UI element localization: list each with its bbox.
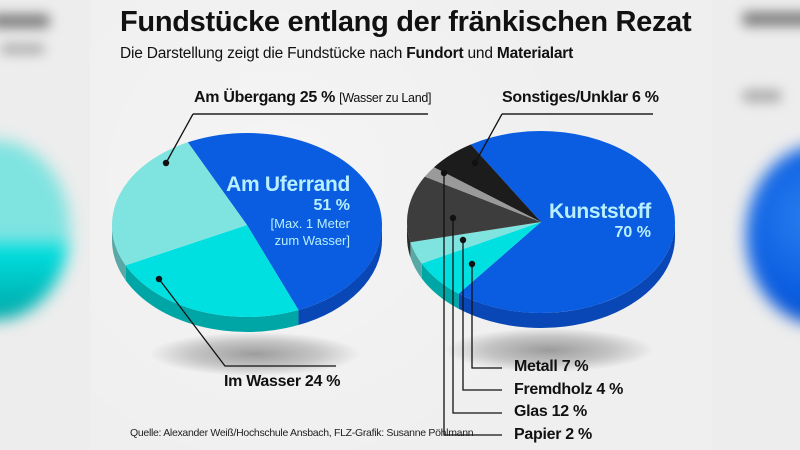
label-metall: Metall 7 % (514, 358, 589, 375)
leader-papier-line (443, 173, 502, 436)
label-am-uferrand-note-2: zum Wasser] (274, 233, 350, 248)
leader-papier-dot (440, 169, 448, 177)
slice-side-glas (407, 222, 411, 258)
label-im-wasser: Im Wasser 24 % (224, 373, 341, 390)
subtitle-prefix: Die Darstellung zeigt die Fundstücke nac… (120, 45, 407, 62)
label-am-uferrand-value: 51 % (313, 197, 350, 214)
slice-sonstiges (434, 144, 541, 222)
subtitle-middle: und (463, 45, 497, 62)
subtitle-bold-fundort: Fundort (406, 45, 464, 62)
background-blur-left (0, 0, 90, 450)
slice-papier (424, 167, 541, 222)
subtitle-bold-materialart: Materialart (496, 45, 574, 62)
label-fremdholz: Fremdholz 4 % (514, 381, 624, 398)
leader-im-wasser-dot (155, 275, 163, 283)
chart-title: Fundstücke entlang der fränkischen Rezat (120, 6, 692, 38)
label-sonstiges: Sonstiges/Unklar 6 % (502, 89, 659, 106)
leader-lines (155, 113, 653, 436)
leader-sonstiges-line (474, 113, 503, 164)
label-am-uferrand-note-1: [Max. 1 Meter (270, 216, 350, 231)
slice-metall (421, 222, 541, 294)
label-am-uebergang-value: Am Übergang 25 % (194, 89, 336, 106)
chart-subtitle: Die Darstellung zeigt die Fundstücke nac… (120, 45, 573, 63)
slice-glas (406, 176, 541, 243)
slice-uferrand (187, 132, 383, 311)
label-am-uferrand: Am Uferrand 51 % [Max. 1 Meter zum Wasse… (226, 173, 350, 249)
blurred-title-fragment (0, 14, 50, 28)
label-papier: Papier 2 % (514, 426, 592, 443)
slice-wasser (125, 225, 299, 317)
background-blur-right (712, 0, 800, 450)
leader-glas-dot (449, 214, 457, 222)
leader-glas-line (452, 218, 502, 414)
leader-metall-dot (468, 260, 476, 268)
leader-sonstiges-dot (471, 159, 479, 167)
pie-materialart (406, 131, 675, 372)
blurred-title-fragment (742, 12, 800, 26)
pie-shadow (149, 332, 361, 376)
leader-uebergang-dot (162, 159, 170, 167)
leader-fremdholz-line (462, 240, 502, 391)
source-credit: Quelle: Alexander Weiß/Hochschule Ansbac… (130, 427, 474, 439)
blurred-label-fragment (742, 90, 782, 102)
pie-shadow (444, 328, 654, 372)
slice-side-fremdholz (410, 242, 422, 279)
leader-im-wasser-line (158, 278, 336, 367)
blurred-subtitle-fragment (0, 44, 45, 54)
slice-side-uebergang (112, 225, 126, 281)
slice-side-uferrand (298, 225, 382, 326)
slice-side-kunststoff (458, 222, 675, 328)
label-am-uebergang-note: [Wasser zu Land] (339, 91, 432, 105)
slice-fremdholz (410, 222, 541, 264)
leader-metall-line (471, 264, 502, 369)
label-kunststoff-title: Kunststoff (549, 200, 651, 223)
label-kunststoff: Kunststoff 70 % (549, 200, 651, 242)
label-kunststoff-value: 70 % (614, 224, 651, 241)
leader-uebergang-line (165, 113, 194, 164)
label-am-uferrand-title: Am Uferrand (226, 173, 350, 196)
leader-fremdholz-dot (459, 236, 467, 244)
slice-side-metall (421, 263, 459, 309)
pie-fundort (112, 132, 383, 376)
slice-kunststoff (458, 131, 675, 313)
slice-side-wasser (125, 265, 299, 332)
label-am-uebergang: Am Übergang 25 % [Wasser zu Land] (194, 89, 431, 107)
slice-uebergang (112, 142, 247, 266)
label-glas: Glas 12 % (514, 403, 587, 420)
